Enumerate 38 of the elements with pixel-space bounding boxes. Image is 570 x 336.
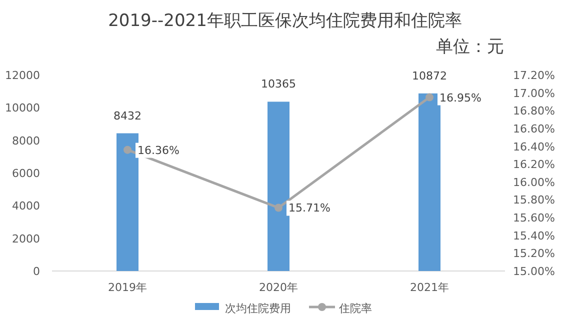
data-label: 16.36% bbox=[138, 144, 180, 157]
point bbox=[124, 146, 132, 154]
y-tick-label: 4000 bbox=[12, 200, 40, 213]
data-label: 16.95% bbox=[440, 91, 482, 104]
y-tick-label: 0 bbox=[33, 265, 40, 278]
y2-tick-label: 15.80% bbox=[513, 194, 555, 207]
y2-tick-label: 16.20% bbox=[513, 158, 555, 172]
data-label: 15.71% bbox=[288, 202, 330, 215]
x-tick-label: 2020年 bbox=[259, 281, 298, 294]
bar bbox=[418, 93, 440, 271]
y2-tick-label: 17.20% bbox=[513, 69, 555, 82]
bar bbox=[268, 102, 290, 271]
data-label: 8432 bbox=[114, 109, 142, 122]
y2-tick-label: 16.80% bbox=[513, 104, 555, 118]
chart-subtitle: 单位：元 bbox=[436, 37, 504, 57]
data-label: 10872 bbox=[412, 69, 447, 82]
y2-tick-label: 16.40% bbox=[513, 140, 555, 154]
point bbox=[426, 93, 434, 102]
y-tick-label: 10000 bbox=[5, 102, 40, 115]
point bbox=[274, 204, 282, 212]
x-tick-label: 2021年 bbox=[410, 281, 449, 294]
y2-tick-label: 15.20% bbox=[513, 247, 555, 260]
legend-label: 次均住院费用 bbox=[225, 302, 291, 315]
y2-tick-label: 16.00% bbox=[513, 176, 555, 189]
y-tick-label: 6000 bbox=[12, 167, 40, 180]
y2-tick-label: 15.60% bbox=[513, 212, 555, 225]
y-tick-label: 12000 bbox=[5, 69, 40, 82]
chart-title: 2019--2021年职工医保次均住院费用和住院率 bbox=[108, 11, 462, 31]
y2-tick-label: 15.00% bbox=[513, 265, 555, 278]
data-label: 10365 bbox=[261, 78, 296, 91]
y-tick-label: 8000 bbox=[12, 134, 40, 148]
y2-tick-label: 17.00% bbox=[513, 86, 555, 100]
y-tick-label: 2000 bbox=[12, 232, 40, 246]
x-tick-label: 2019年 bbox=[108, 281, 147, 294]
legend-label: 住院率 bbox=[339, 302, 372, 315]
y2-tick-label: 16.60% bbox=[513, 122, 555, 136]
bar bbox=[116, 133, 138, 271]
y2-tick-label: 15.40% bbox=[513, 229, 555, 242]
